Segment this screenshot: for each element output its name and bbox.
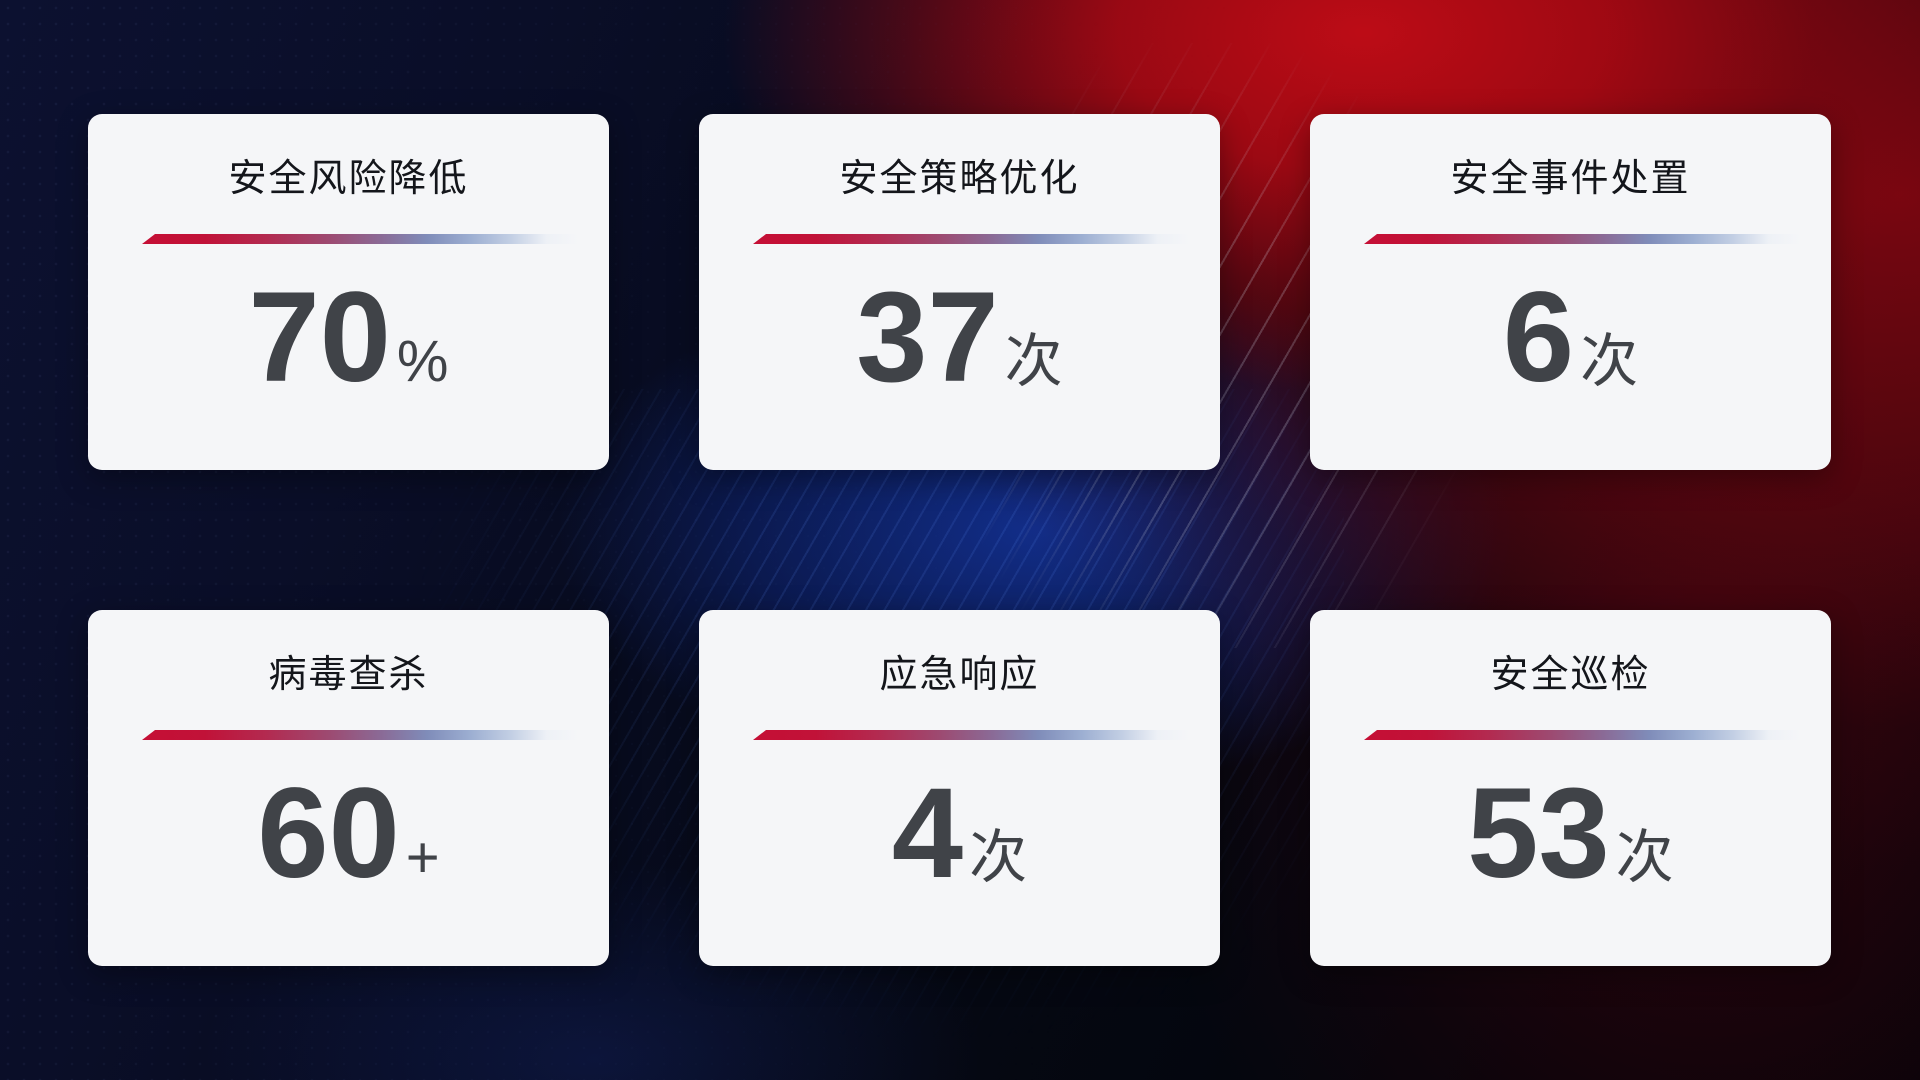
stat-unit: 次 — [1615, 825, 1674, 890]
stat-card-title: 应急响应 — [879, 654, 1040, 696]
stat-value: 53 次 — [1310, 770, 1831, 898]
gradient-divider — [1364, 730, 1809, 740]
stat-card-title: 安全风险降低 — [228, 158, 469, 200]
stat-unit: + — [405, 825, 440, 890]
stat-unit: 次 — [1004, 329, 1063, 394]
stat-card-title: 安全巡检 — [1490, 654, 1651, 696]
stat-unit: 次 — [969, 825, 1028, 890]
gradient-divider — [753, 730, 1198, 740]
stat-number: 6 — [1502, 266, 1575, 409]
stat-card-policy-optimization: 安全策略优化 37 次 — [699, 114, 1220, 470]
stat-card-title: 安全策略优化 — [839, 158, 1080, 200]
stat-number: 4 — [891, 762, 964, 905]
stat-unit: % — [396, 329, 449, 394]
gradient-divider — [142, 234, 587, 244]
stat-number: 37 — [856, 266, 999, 409]
stat-card-virus-scan: 病毒查杀 60 + — [88, 610, 609, 966]
stat-card-title: 病毒查杀 — [268, 654, 429, 696]
gradient-divider — [1364, 234, 1809, 244]
stat-unit: 次 — [1580, 329, 1639, 394]
stat-number: 70 — [248, 266, 391, 409]
stat-card-risk-reduction: 安全风险降低 70% — [88, 114, 609, 470]
stat-number: 60 — [257, 762, 400, 905]
stat-card-security-inspection: 安全巡检 53 次 — [1310, 610, 1831, 966]
stat-value: 60 + — [88, 770, 609, 898]
gradient-divider — [753, 234, 1198, 244]
stat-number: 53 — [1467, 762, 1610, 905]
stat-value: 37 次 — [699, 274, 1220, 402]
gradient-divider — [142, 730, 587, 740]
stat-value: 70% — [88, 274, 609, 402]
stat-card-title: 安全事件处置 — [1450, 158, 1691, 200]
